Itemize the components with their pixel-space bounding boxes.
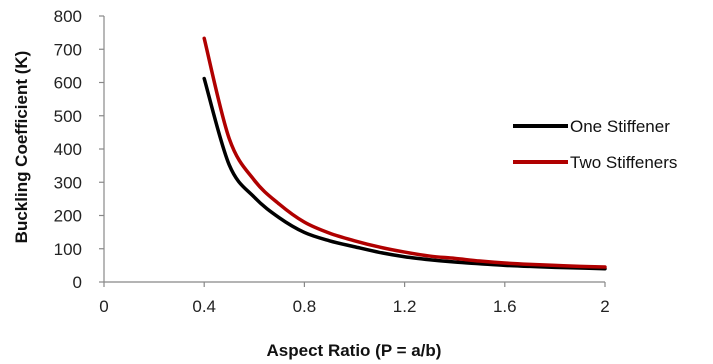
y-tick-label: 700 [54, 40, 82, 59]
legend-label: One Stiffener [570, 117, 670, 136]
y-ticks: 0 100 200 300 400 500 600 700 800 [54, 7, 104, 292]
legend: One Stiffener Two Stiffeners [513, 117, 677, 172]
x-tick-label: 2 [600, 297, 609, 316]
y-tick-label: 300 [54, 173, 82, 192]
y-tick-label: 100 [54, 240, 82, 259]
y-axis-title: Buckling Coefficient (K) [12, 51, 31, 244]
x-tick-label: 0.8 [293, 297, 317, 316]
y-tick-label: 400 [54, 140, 82, 159]
y-tick-label: 0 [73, 273, 82, 292]
series-line-two-stiffeners [202, 36, 607, 269]
y-tick-label: 600 [54, 74, 82, 93]
y-tick-label: 200 [54, 207, 82, 226]
x-tick-label: 1.6 [493, 297, 517, 316]
y-tick-label: 800 [54, 7, 82, 26]
x-tick-label: 1.2 [393, 297, 417, 316]
x-tick-label: 0.4 [192, 297, 216, 316]
legend-item: Two Stiffeners [513, 153, 677, 172]
x-ticks: 0 0.4 0.8 1.2 1.6 2 [99, 282, 610, 316]
legend-label: Two Stiffeners [570, 153, 677, 172]
legend-item: One Stiffener [513, 117, 670, 136]
series-line-one-stiffener [202, 76, 607, 271]
x-tick-label: 0 [99, 297, 108, 316]
series-group [202, 36, 607, 271]
y-tick-label: 500 [54, 107, 82, 126]
x-axis-title: Aspect Ratio (P = a/b) [267, 341, 442, 360]
